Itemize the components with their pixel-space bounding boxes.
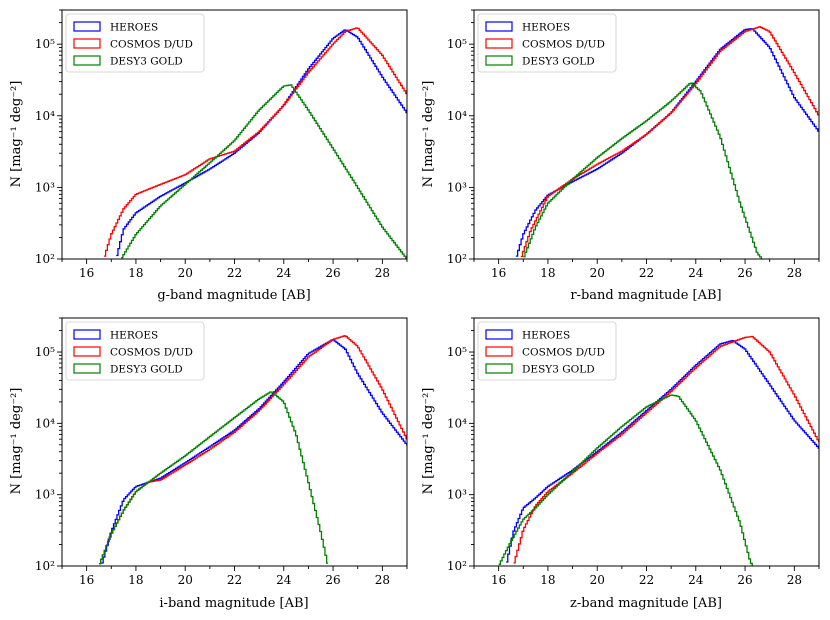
legend-z: HEROES COSMOS D/UD DESY3 GOLD: [477, 321, 617, 381]
x-tick-label-i: 22: [227, 573, 242, 587]
legend-label-z: DESY3 GOLD: [522, 364, 595, 376]
legend-label-i: COSMOS D/UD: [110, 347, 193, 359]
x-tick-label-i: 20: [178, 573, 193, 587]
x-tick-label-i: 18: [128, 573, 143, 587]
y-tick-label-z: 10⁴: [447, 416, 467, 430]
plot-area-z: 16 18 20 22 24 26 28 10² 10³ 10⁴ 10⁵ HEROES COSMOS D…: [447, 317, 820, 587]
x-tick-label-g: 20: [178, 266, 193, 280]
y-axis-label-g: N [mag⁻¹ deg⁻²]: [9, 81, 24, 188]
x-axis-label-g: g-band magnitude [AB]: [157, 288, 310, 303]
y-tick-label-i: 10⁴: [35, 416, 55, 430]
legend-label-r: DESY3 GOLD: [522, 56, 595, 68]
x-tick-label-i: 24: [276, 573, 292, 587]
legend-swatch-r: [485, 21, 513, 32]
legend-label-i: DESY3 GOLD: [110, 364, 183, 376]
plot-area-i: 16 18 20 22 24 26 28 10² 10³ 10⁴ 10⁵ HEROES COSMOS D…: [35, 317, 408, 587]
y-tick-label-g: 10⁵: [35, 37, 55, 51]
x-tick-label-g: 16: [79, 266, 94, 280]
x-tick-label-z: 28: [787, 573, 802, 587]
y-axis-label-r: N [mag⁻¹ deg⁻²]: [421, 81, 436, 188]
x-tick-label-r: 22: [639, 266, 654, 280]
legend-label-g: COSMOS D/UD: [110, 39, 193, 51]
series-line-g-heroes: [116, 29, 407, 257]
y-tick-label-r: 10⁴: [447, 109, 467, 123]
x-tick-label-z: 18: [540, 573, 555, 587]
y-tick-label-r: 10²: [447, 252, 467, 266]
y-tick-label-i: 10⁵: [35, 345, 55, 359]
y-tick-label-r: 10³: [447, 180, 467, 194]
x-tick-label-z: 22: [639, 573, 654, 587]
x-tick-label-g: 26: [325, 266, 340, 280]
x-tick-label-r: 20: [590, 266, 605, 280]
legend-label-i: HEROES: [110, 330, 158, 342]
x-tick-label-g: 28: [375, 266, 390, 280]
y-tick-label-i: 10³: [35, 488, 55, 502]
legend-swatch-i: [73, 346, 101, 357]
x-tick-label-z: 20: [590, 573, 605, 587]
x-tick-label-z: 16: [491, 573, 506, 587]
series-line-r-desy3-gold: [523, 82, 763, 259]
series-line-g-cosmos-d-ud: [103, 27, 407, 257]
plot-area-g: 16 18 20 22 24 26 28 10² 10³ 10⁴ 10⁵ HEROES COSMOS D…: [35, 9, 408, 280]
panel-g-band: 16 18 20 22 24 26 28 10² 10³ 10⁴ 10⁵ HEROES COSMOS D…: [9, 9, 408, 303]
legend-swatch-g: [73, 38, 101, 49]
y-tick-label-g: 10⁴: [35, 109, 55, 123]
x-axis-label-i: i-band magnitude [AB]: [159, 596, 308, 611]
x-tick-label-r: 16: [491, 266, 506, 280]
plot-area-r: 16 18 20 22 24 26 28 10² 10³ 10⁴ 10⁵ HEROES COSMOS D…: [447, 9, 820, 280]
series-line-z-heroes: [506, 339, 819, 563]
x-axis-label-z: z-band magnitude [AB]: [570, 596, 722, 611]
y-tick-label-g: 10²: [35, 252, 55, 266]
y-tick-label-i: 10²: [35, 559, 55, 573]
panel-r-band: 16 18 20 22 24 26 28 10² 10³ 10⁴ 10⁵ HEROES COSMOS D…: [421, 9, 820, 303]
x-tick-label-g: 24: [276, 266, 292, 280]
x-tick-label-g: 22: [227, 266, 242, 280]
series-line-g-desy3-gold: [121, 84, 407, 259]
y-tick-label-r: 10⁵: [447, 37, 467, 51]
series-line-i-desy3-gold: [98, 391, 329, 565]
legend-g: HEROES COSMOS D/UD DESY3 GOLD: [65, 13, 205, 73]
legend-label-r: HEROES: [522, 22, 570, 34]
legend-swatch-z: [485, 329, 513, 340]
legend-swatch-i: [73, 363, 101, 374]
series-line-z-desy3-gold: [498, 394, 753, 566]
x-tick-label-i: 28: [375, 573, 390, 587]
x-tick-label-i: 26: [325, 573, 340, 587]
legend-swatch-r: [485, 38, 513, 49]
y-axis-label-z: N [mag⁻¹ deg⁻²]: [421, 388, 436, 495]
x-tick-label-r: 24: [688, 266, 704, 280]
legend-swatch-r: [485, 55, 513, 66]
x-tick-label-g: 18: [128, 266, 143, 280]
panel-z-band: 16 18 20 22 24 26 28 10² 10³ 10⁴ 10⁵ HEROES COSMOS D…: [421, 317, 820, 611]
legend-label-z: HEROES: [522, 330, 570, 342]
y-axis-label-i: N [mag⁻¹ deg⁻²]: [9, 388, 24, 495]
legend-swatch-g: [73, 55, 101, 66]
x-tick-label-i: 16: [79, 573, 94, 587]
legend-i: HEROES COSMOS D/UD DESY3 GOLD: [65, 321, 205, 381]
legend-label-g: DESY3 GOLD: [110, 56, 183, 68]
y-tick-label-z: 10³: [447, 488, 467, 502]
x-axis-label-r: r-band magnitude [AB]: [570, 288, 721, 303]
x-tick-label-z: 24: [688, 573, 704, 587]
x-tick-label-z: 26: [737, 573, 752, 587]
legend-swatch-z: [485, 363, 513, 374]
y-tick-label-z: 10⁵: [447, 345, 467, 359]
legend-label-g: HEROES: [110, 22, 158, 34]
x-tick-label-r: 18: [540, 266, 555, 280]
legend-swatch-i: [73, 329, 101, 340]
legend-swatch-z: [485, 346, 513, 357]
legend-label-r: COSMOS D/UD: [522, 39, 605, 51]
legend-label-z: COSMOS D/UD: [522, 347, 605, 359]
y-tick-label-g: 10³: [35, 180, 55, 194]
y-tick-label-z: 10²: [447, 559, 467, 573]
panel-i-band: 16 18 20 22 24 26 28 10² 10³ 10⁴ 10⁵ HEROES COSMOS D…: [9, 317, 408, 611]
x-tick-label-r: 26: [737, 266, 752, 280]
x-tick-label-r: 28: [787, 266, 802, 280]
legend-swatch-g: [73, 21, 101, 32]
legend-r: HEROES COSMOS D/UD DESY3 GOLD: [477, 13, 617, 73]
